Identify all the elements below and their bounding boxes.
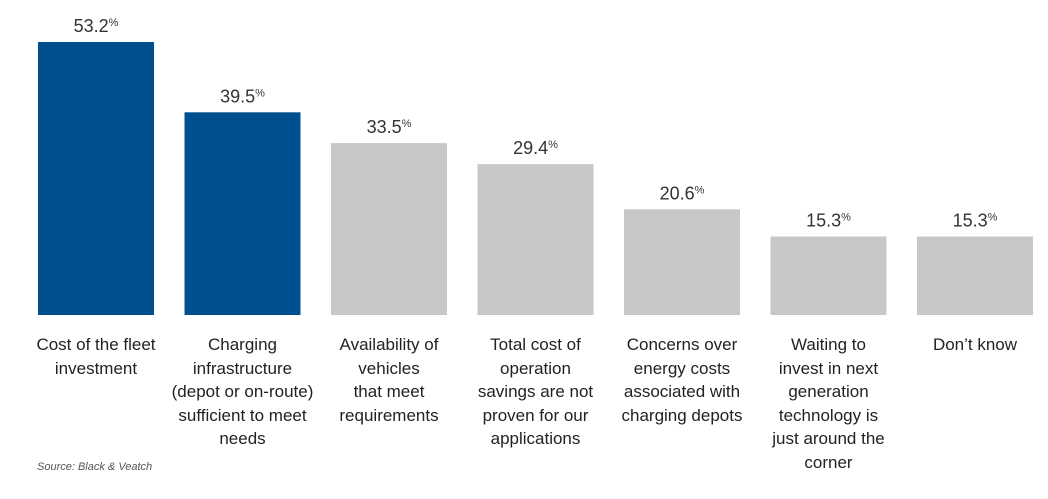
category-label-5: Concerns over energy costs associated with… bbox=[621, 335, 743, 425]
bar-6 bbox=[770, 236, 887, 315]
bar-1 bbox=[38, 42, 154, 315]
value-label-6: 15.3% bbox=[806, 210, 851, 230]
value-label-1: 53.2% bbox=[74, 16, 119, 36]
bar-3 bbox=[331, 143, 447, 315]
value-label-2: 39.5% bbox=[220, 86, 265, 106]
value-label-3: 33.5% bbox=[367, 117, 412, 137]
bar-4 bbox=[477, 164, 594, 315]
bar-7 bbox=[917, 236, 1033, 315]
category-label-3: Availability of vehicles that meet requirem… bbox=[339, 335, 439, 425]
value-label-7: 15.3% bbox=[953, 210, 998, 230]
value-label-4: 29.4% bbox=[513, 138, 558, 158]
category-label-6: Waiting to invest in next generation techno… bbox=[772, 335, 885, 472]
category-label-1: Cost of the fleet investment bbox=[36, 335, 156, 378]
source-note: Source: Black & Veatch bbox=[37, 461, 153, 473]
category-label-7: Don’t know bbox=[932, 335, 1018, 354]
category-label-4: Total cost of operation savings are not pro… bbox=[477, 335, 594, 448]
value-label-5: 20.6% bbox=[660, 183, 705, 203]
bar-2 bbox=[184, 112, 301, 315]
bar-5 bbox=[624, 209, 740, 315]
category-label-2: Charging infrastructure (depot or on-route… bbox=[171, 335, 314, 448]
